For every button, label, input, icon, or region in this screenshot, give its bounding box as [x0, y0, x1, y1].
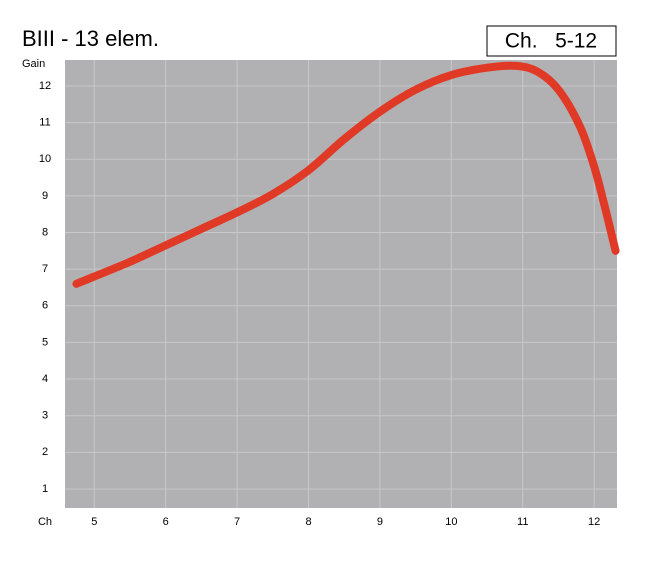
x-tick-label: 9	[377, 516, 383, 528]
y-tick-label: 3	[42, 410, 48, 422]
x-tick-label: 12	[588, 516, 600, 528]
plot-area	[65, 60, 617, 508]
y-tick-label: 7	[42, 263, 48, 275]
x-tick-label: 10	[445, 516, 457, 528]
y-tick-label: 9	[42, 190, 48, 202]
x-axis-label: Ch	[38, 516, 52, 528]
line	[72, 61, 620, 288]
y-tick-label: 4	[42, 373, 48, 385]
x-tick-label: 7	[234, 516, 240, 528]
x-tick-label: 11	[517, 516, 528, 528]
y-tick-label: 6	[42, 300, 48, 312]
y-tick-label: 11	[39, 117, 50, 129]
y-tick-label: 1	[42, 483, 48, 495]
annotation-box	[486, 25, 617, 57]
chart-title: BIII - 13 elem.	[22, 26, 159, 51]
annotation: Ch. 5-12	[505, 30, 597, 53]
y-tick-label: 12	[39, 80, 51, 92]
y-axis-label: Gain	[22, 58, 45, 70]
y-tick-label: 2	[42, 446, 48, 458]
y-tick-label: 8	[42, 226, 48, 238]
x-tick-label: 6	[163, 516, 169, 528]
y-tick-label: 10	[39, 153, 51, 165]
y-tick-label: 5	[42, 336, 48, 348]
x-tick-label: 5	[91, 516, 97, 528]
x-tick-label: 8	[305, 516, 311, 528]
